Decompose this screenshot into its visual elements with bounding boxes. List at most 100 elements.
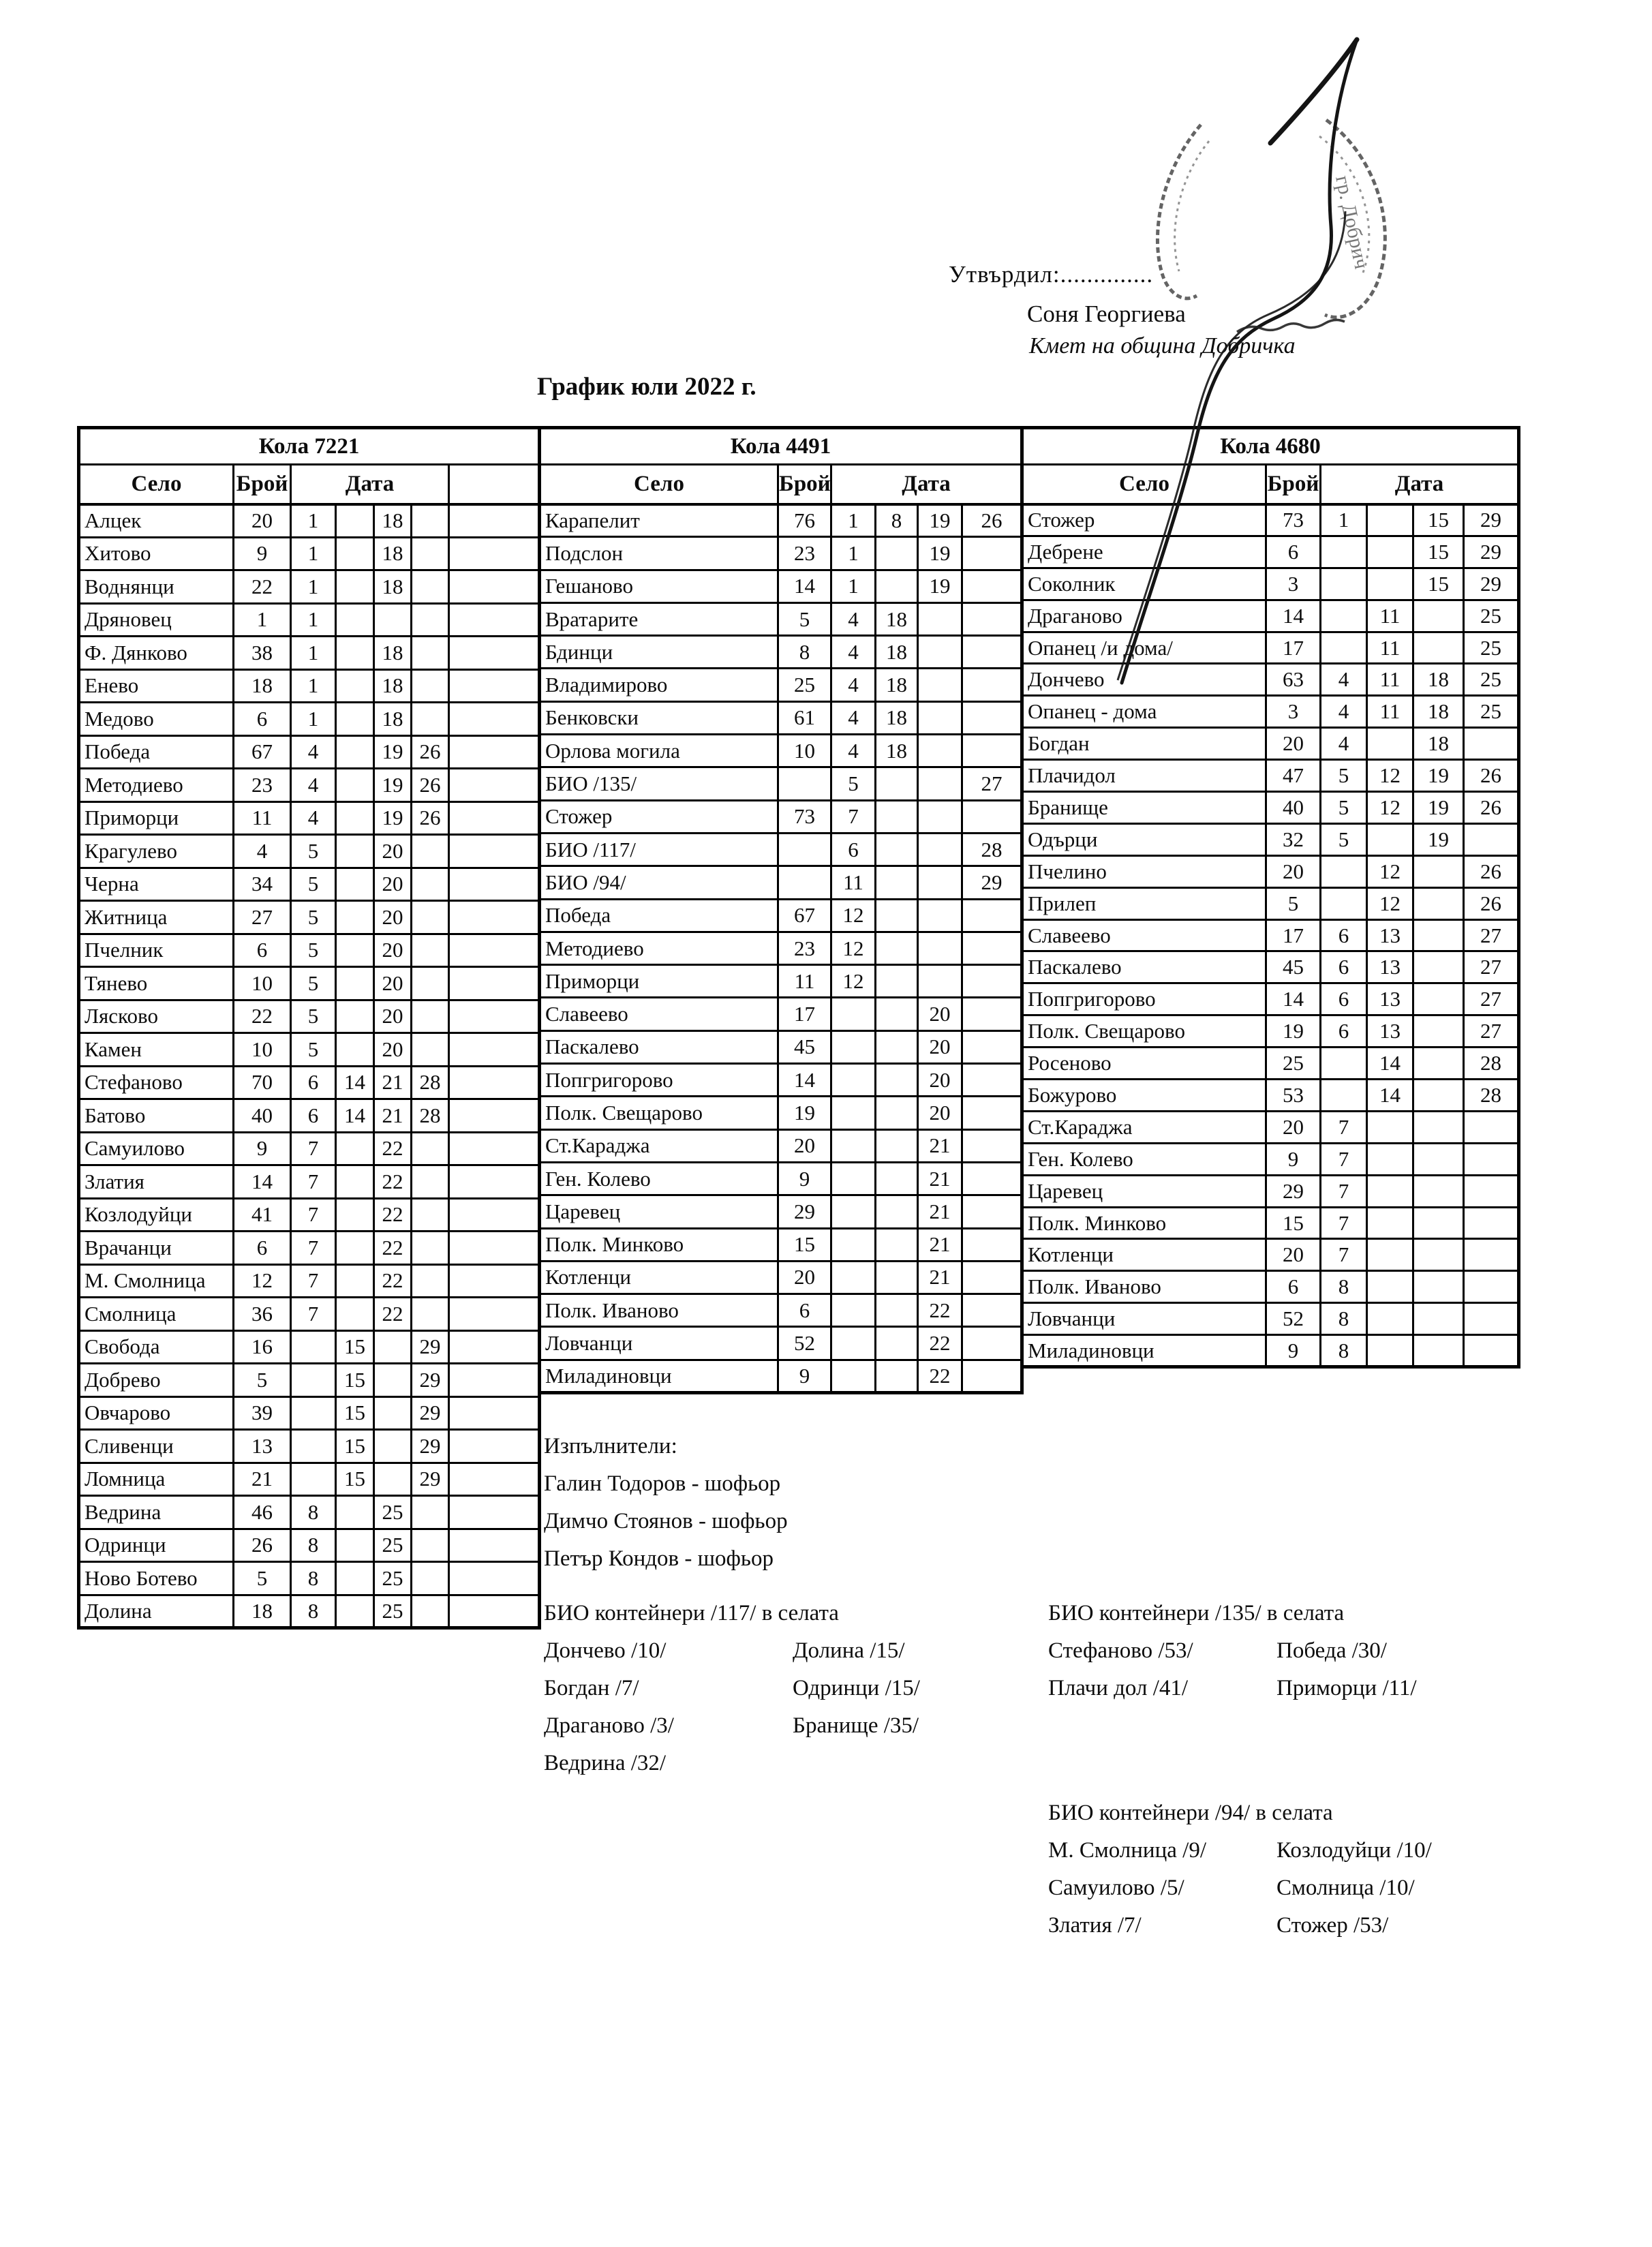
date-cell [1412, 1334, 1465, 1369]
village-cell: Самуилово [78, 1131, 234, 1166]
count-cell [777, 865, 832, 900]
date-cell: 8 [1319, 1270, 1368, 1304]
count-cell: 15 [777, 1227, 832, 1262]
date-cell: 29 [1463, 503, 1520, 537]
village-cell: Добрево [78, 1362, 234, 1398]
date-cell: 14 [335, 1065, 375, 1100]
date-cell: 7 [830, 799, 876, 834]
village-cell: Дебрене [1021, 534, 1267, 569]
date-cell [1412, 886, 1465, 921]
bio-block-94: БИО контейнери /94/ в селата М. Смолница… [1048, 1794, 1525, 1944]
date-cell: 8 [290, 1527, 337, 1563]
village-cell: Славеево [1021, 918, 1267, 953]
table-row: Плачидол 47 5 12 19 26 [1021, 759, 1520, 793]
table-row: Карапелит 76 1 8 19 26 [538, 502, 1023, 538]
count-col-header: Брой [1265, 463, 1321, 506]
spacer-cell [447, 701, 541, 737]
date-cell [290, 1329, 337, 1364]
bio-item: Стожер /53/ [1276, 1913, 1389, 1938]
date-cell [410, 602, 450, 637]
table-row: Опанец - дома 3 4 11 18 25 [1021, 694, 1520, 729]
date-cell: 11 [1366, 598, 1414, 633]
date-cell [961, 601, 1023, 637]
date-cell [830, 1095, 876, 1131]
date-cell: 26 [961, 502, 1023, 538]
count-cell: 20 [1265, 727, 1321, 761]
table-row: Дряновец 1 1 [78, 602, 541, 637]
date-cell [335, 1527, 375, 1563]
table-row: Ст.Караджа 20 7 [1021, 1110, 1520, 1144]
table-row: Стожер 73 1 15 29 [1021, 503, 1520, 537]
date-cell [335, 966, 375, 1001]
village-cell: Прилеп [1021, 886, 1267, 921]
date-cell [874, 964, 919, 999]
stamp-arc-right-icon [1324, 118, 1387, 319]
village-cell: Тянево [78, 966, 234, 1001]
village-cell: Пчелник [78, 932, 234, 968]
count-cell: 53 [1265, 1078, 1321, 1112]
signature-icon [1268, 37, 1360, 146]
date-cell: 25 [373, 1495, 412, 1530]
date-cell [961, 1358, 1023, 1394]
bio-item: Козлодуйци /10/ [1276, 1838, 1432, 1863]
table-row: Бдинци 8 4 18 [538, 635, 1023, 670]
date-cell: 1 [830, 568, 876, 604]
date-cell: 4 [1319, 662, 1368, 697]
date-cell: 22 [373, 1263, 412, 1298]
table-row: Свобода 16 15 29 [78, 1329, 541, 1364]
date-cell [874, 1293, 919, 1328]
executor-item: Галин Тодоров - шофьор [544, 1471, 781, 1496]
date-cell: 20 [373, 932, 412, 968]
count-cell: 4 [232, 834, 292, 869]
date-cell: 8 [290, 1593, 337, 1629]
stamp-text: гр. Добрич [1331, 174, 1373, 271]
spacer-cell [447, 866, 541, 902]
date-cell: 22 [917, 1293, 963, 1328]
village-cell: Ф. Дянково [78, 635, 234, 671]
count-cell: 36 [232, 1296, 292, 1332]
count-cell: 14 [1265, 982, 1321, 1017]
date-cell: 12 [1366, 791, 1414, 825]
date-cell: 15 [1412, 566, 1465, 601]
count-cell: 6 [777, 1293, 832, 1328]
date-cell: 18 [874, 700, 919, 736]
date-cell: 28 [1463, 1046, 1520, 1081]
date-cell [373, 1362, 412, 1398]
date-cell [1319, 534, 1368, 569]
table-row: Енево 18 1 18 [78, 668, 541, 703]
date-cell [335, 932, 375, 968]
date-cell [335, 800, 375, 836]
village-cell: Крагулево [78, 834, 234, 869]
date-cell [961, 1293, 1023, 1328]
date-cell: 25 [373, 1593, 412, 1629]
date-cell [410, 1495, 450, 1530]
date-cell [830, 1194, 876, 1229]
date-cell [874, 536, 919, 571]
date-cell [1412, 982, 1465, 1017]
date-cell [410, 635, 450, 671]
village-cell: Драганово [1021, 598, 1267, 633]
date-cell: 27 [1463, 950, 1520, 985]
date-cell: 28 [410, 1098, 450, 1133]
count-cell: 5 [232, 1362, 292, 1398]
date-cell: 26 [1463, 886, 1520, 921]
bio-item: Ведрина /32/ [544, 1751, 667, 1775]
count-cell: 9 [232, 536, 292, 571]
village-cell: Козлодуйци [78, 1197, 234, 1232]
village-cell: Плачидол [1021, 759, 1267, 793]
village-cell: Ловчанци [538, 1326, 779, 1361]
table-row: Гешаново 14 1 19 [538, 568, 1023, 604]
village-cell: Ведрина [78, 1495, 234, 1530]
village-cell: Методиево [538, 930, 779, 966]
date-cell: 5 [290, 834, 337, 869]
village-cell: Победа [538, 898, 779, 933]
count-cell: 5 [777, 601, 832, 637]
date-cell: 6 [1319, 918, 1368, 953]
date-cell [335, 1593, 375, 1629]
date-cell: 15 [335, 1395, 375, 1431]
village-cell: Ломница [78, 1461, 234, 1497]
date-cell [290, 1395, 337, 1431]
date-cell [290, 1461, 337, 1497]
table-row: Пчелино 20 12 26 [1021, 854, 1520, 889]
date-cell: 15 [335, 1461, 375, 1497]
